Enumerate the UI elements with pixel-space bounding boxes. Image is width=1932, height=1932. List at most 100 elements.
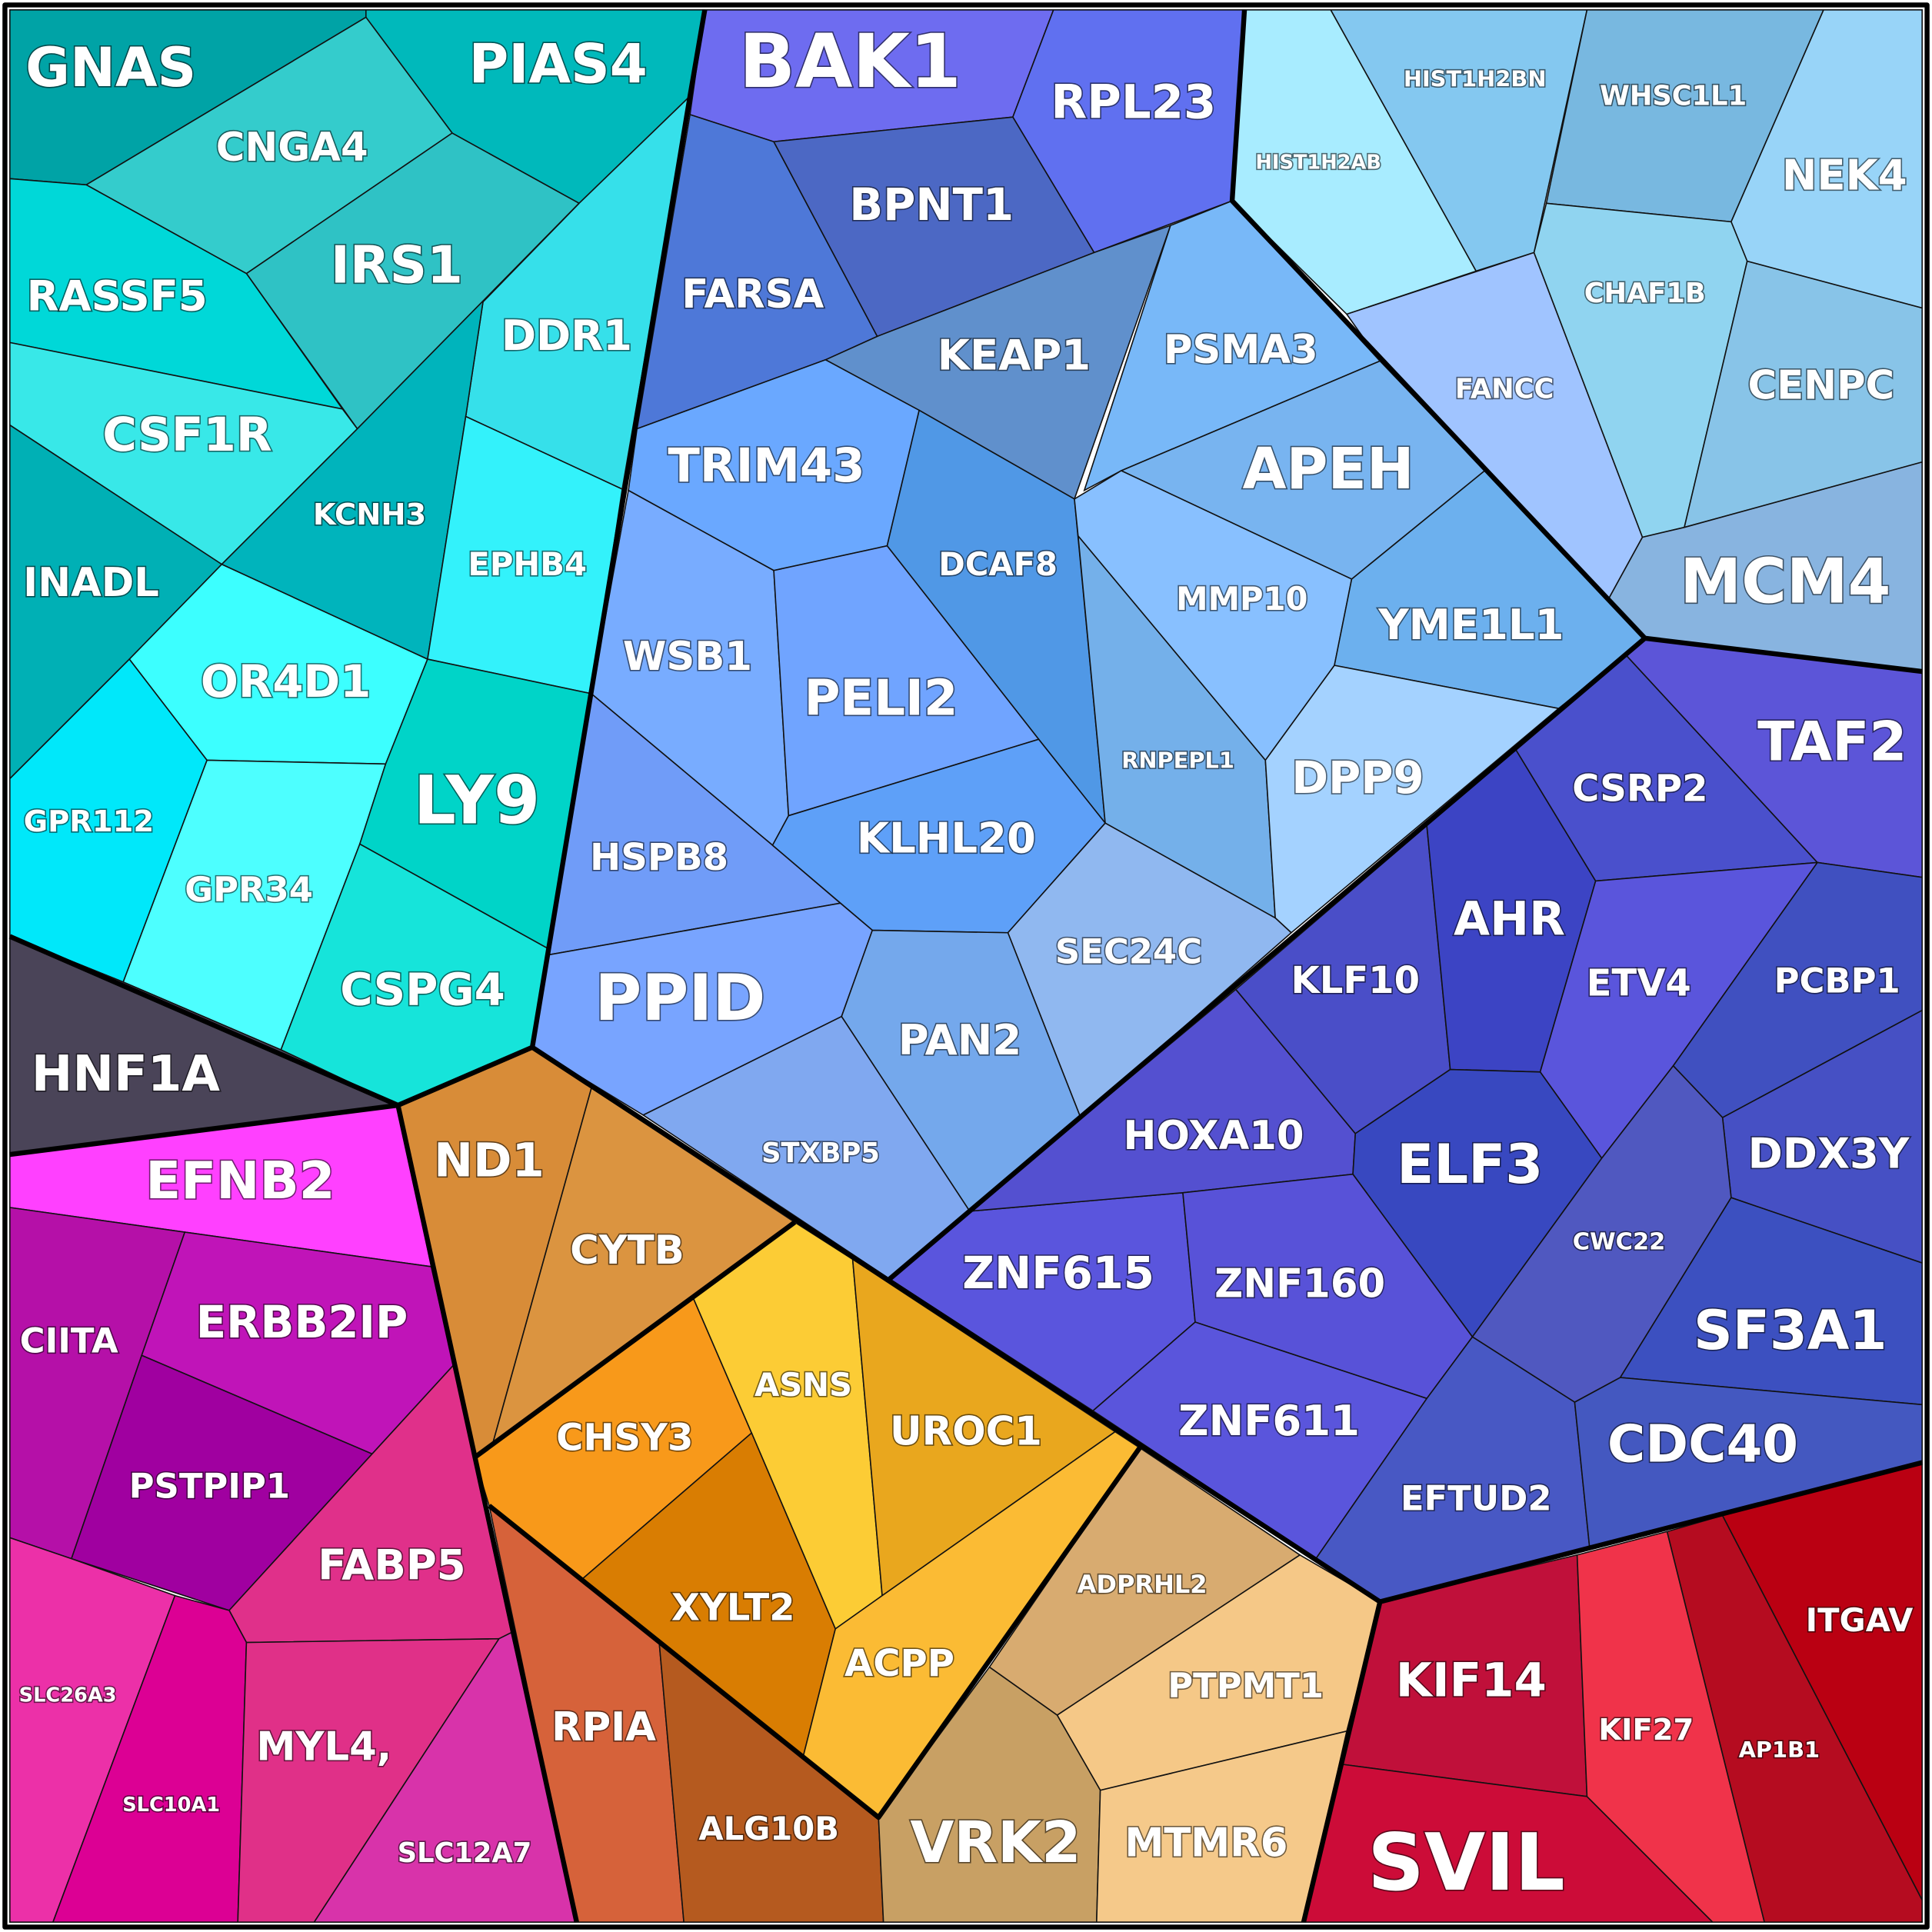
cell-label: EPHB4 xyxy=(468,545,587,583)
cell-label: MMP10 xyxy=(1176,580,1307,618)
cell xyxy=(1011,9,1245,254)
cell-label: ERBB2IP xyxy=(196,1296,408,1348)
cell-label: ZNF160 xyxy=(1214,1261,1385,1307)
cell-label: STXBP5 xyxy=(761,1138,880,1169)
cell-label: CSPG4 xyxy=(340,963,505,1015)
cell xyxy=(9,178,345,411)
cell-label: BPNT1 xyxy=(849,178,1014,231)
cell-label: XYLT2 xyxy=(671,1587,795,1630)
cell-label: CSF1R xyxy=(102,408,271,462)
cell-label: HIST1H2BN xyxy=(1404,66,1547,92)
cell-label: LY9 xyxy=(414,762,540,839)
cell-label: ZNF611 xyxy=(1178,1396,1360,1445)
cell-label: ITGAV xyxy=(1806,1601,1914,1639)
cell-label: HOXA10 xyxy=(1123,1113,1304,1159)
group-border xyxy=(1379,1460,1923,1604)
cell-label: ADPRHL2 xyxy=(1078,1570,1208,1599)
cells xyxy=(9,9,1923,1923)
cell-label: GNAS xyxy=(25,36,196,99)
cell-label: PPID xyxy=(595,961,765,1035)
cell-label: MTMR6 xyxy=(1124,1820,1287,1867)
cell-label: DPP9 xyxy=(1291,751,1424,804)
cell-label: CDC40 xyxy=(1607,1414,1798,1474)
cell-label: CYTB xyxy=(570,1227,685,1274)
cell-label: HNF1A xyxy=(32,1046,221,1103)
cell-label: AP1B1 xyxy=(1739,1737,1820,1763)
cell xyxy=(1576,1531,1766,1923)
cell-label: FABP5 xyxy=(318,1541,465,1590)
cell-label: PIAS4 xyxy=(469,32,648,95)
cell-label: ALG10B xyxy=(698,1810,839,1847)
cell-label: PAN2 xyxy=(898,1015,1022,1064)
group-border xyxy=(9,1102,579,1923)
cell-label: KCNH3 xyxy=(313,498,426,532)
cell-label: APEH xyxy=(1242,437,1414,502)
cell-label: NEK4 xyxy=(1782,150,1907,199)
cell-label: CNGA4 xyxy=(216,125,368,171)
cell-label: ZNF615 xyxy=(962,1247,1154,1299)
cell-label: CHAF1B xyxy=(1584,278,1706,309)
cell-label: CHSY3 xyxy=(556,1417,693,1460)
cell-label: ELF3 xyxy=(1397,1133,1543,1196)
cell-label: CIITA xyxy=(20,1321,118,1361)
cell-label: KLHL20 xyxy=(857,813,1036,862)
cell-label: RPL23 xyxy=(1051,75,1216,129)
cell-label: AHR xyxy=(1454,892,1565,947)
cell-label: HSPB8 xyxy=(590,836,728,879)
cell-label: PTPMT1 xyxy=(1168,1665,1324,1706)
cell-label: PSMA3 xyxy=(1164,327,1318,373)
cell-label: ND1 xyxy=(434,1134,545,1188)
cell-label: SLC26A3 xyxy=(19,1684,117,1707)
cell-label: ETV4 xyxy=(1587,961,1691,1004)
cell-label: PCBP1 xyxy=(1774,961,1900,1001)
cell-label: WHSC1L1 xyxy=(1600,80,1747,112)
group-border xyxy=(488,1446,1142,1820)
cell-label: HIST1H2AB xyxy=(1255,151,1381,174)
cell-label: RASSF5 xyxy=(27,271,208,320)
cell-label: KIF14 xyxy=(1396,1654,1547,1708)
cell-label: KEAP1 xyxy=(938,330,1091,379)
labels: GNAS PIAS4 CNGA4 IRS1 RASSF5 CSF1R INADL DDR1 KC… xyxy=(18,17,1915,1910)
cell-label: EFNB2 xyxy=(145,1151,335,1211)
cell-label: RNPEPL1 xyxy=(1121,747,1234,773)
cell-label: MYL4, xyxy=(256,1724,391,1770)
cell-label: PSTPIP1 xyxy=(129,1466,290,1507)
cell-label: YME1L1 xyxy=(1377,600,1564,649)
cell-label: SLC10A1 xyxy=(122,1794,220,1817)
cell-label: ACPP xyxy=(844,1642,954,1685)
cell-label: SEC24C xyxy=(1055,931,1202,971)
cell-label: EFTUD2 xyxy=(1401,1478,1552,1519)
group-border xyxy=(1229,9,1647,641)
cell-label: KIF27 xyxy=(1598,1713,1694,1747)
cell-label: FANCC xyxy=(1455,374,1554,405)
cell-label: TAF2 xyxy=(1757,710,1907,773)
cell-label: PELI2 xyxy=(804,670,958,727)
cell-label: VRK2 xyxy=(910,1810,1081,1876)
cell-label: KLF10 xyxy=(1291,959,1420,1002)
cell-label: GPR34 xyxy=(185,869,313,910)
cell-label: DDX3Y xyxy=(1748,1129,1910,1178)
cell-label: BAK1 xyxy=(739,18,961,105)
cell-label: OR4D1 xyxy=(201,655,371,708)
cell-label: CENPC xyxy=(1747,362,1894,408)
cell-label: SLC12A7 xyxy=(398,1837,532,1869)
cell-label: CWC22 xyxy=(1573,1228,1666,1255)
cell-label: CSRP2 xyxy=(1572,767,1707,810)
cell-label: ASNS xyxy=(754,1366,852,1404)
cell-label: WSB1 xyxy=(623,634,752,680)
cell-label: GPR112 xyxy=(24,804,155,839)
cell-label: IRS1 xyxy=(331,235,463,295)
cell-label: SF3A1 xyxy=(1694,1299,1887,1362)
group-border xyxy=(888,635,1923,1281)
cell-label: SVIL xyxy=(1367,1817,1565,1909)
cell-label: RPIA xyxy=(551,1704,656,1750)
cell-label: DCAF8 xyxy=(938,545,1058,583)
cell xyxy=(1574,1377,1923,1547)
group-border xyxy=(8,9,708,1108)
cell-label: INADL xyxy=(23,560,159,606)
group-border xyxy=(472,1220,797,1460)
